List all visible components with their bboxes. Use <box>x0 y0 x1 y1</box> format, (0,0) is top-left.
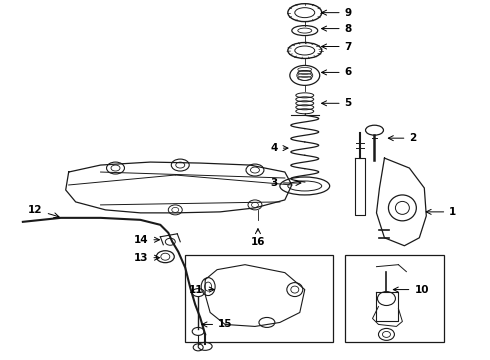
Bar <box>344 255 444 342</box>
Text: 2: 2 <box>389 133 416 143</box>
Text: 6: 6 <box>321 67 352 77</box>
Text: 13: 13 <box>134 253 159 263</box>
Text: 16: 16 <box>251 229 265 247</box>
Text: 3: 3 <box>270 178 301 188</box>
Text: 14: 14 <box>134 235 159 245</box>
Text: 15: 15 <box>202 319 233 329</box>
Text: 5: 5 <box>321 98 352 108</box>
Text: 11: 11 <box>189 284 214 294</box>
Text: 12: 12 <box>28 205 59 218</box>
Bar <box>185 255 333 342</box>
Text: 7: 7 <box>321 41 352 51</box>
Text: 1: 1 <box>426 207 457 217</box>
Text: 4: 4 <box>270 143 288 153</box>
Text: 8: 8 <box>321 24 352 33</box>
Text: 10: 10 <box>393 284 429 294</box>
Text: 9: 9 <box>321 8 352 18</box>
